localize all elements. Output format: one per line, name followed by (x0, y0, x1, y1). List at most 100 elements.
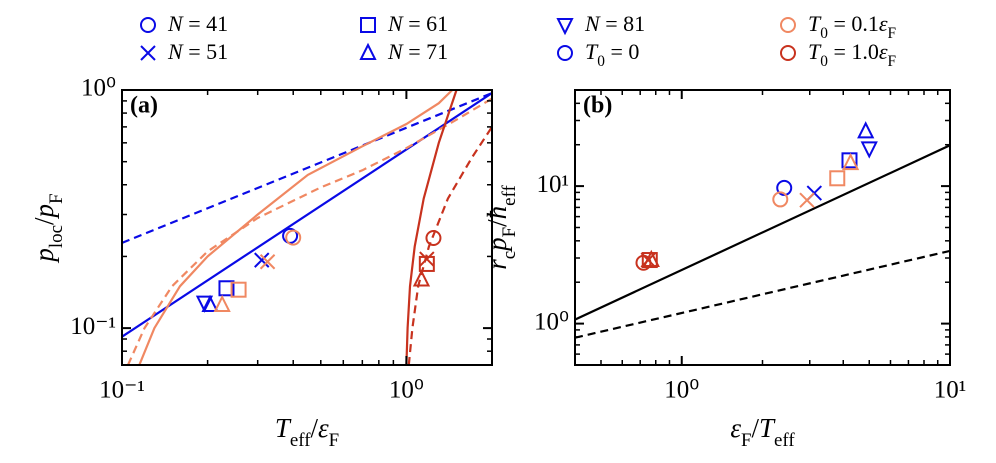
text-part: / (29, 217, 59, 225)
text-part: r (482, 259, 512, 270)
legend-label: T0 = 0 (585, 39, 639, 70)
x-tick-label: 10⁰ (664, 377, 699, 404)
marker-circle (425, 230, 442, 247)
legend-label: N = 51 (167, 39, 228, 64)
marker-circle (285, 229, 302, 246)
curve (407, 126, 492, 365)
text-part: 0 (597, 53, 605, 70)
legend-label: T0 = 1.0εF (808, 39, 896, 70)
text-part: N (387, 11, 404, 36)
text-part: = 51 (183, 39, 228, 64)
curve (138, 90, 454, 365)
x-axis-label: εF/Teff (730, 413, 795, 451)
plot-area (575, 144, 950, 339)
y-tick-label: 10⁰ (81, 75, 116, 102)
text-part: p (29, 204, 59, 220)
text-part: F (329, 430, 340, 451)
marker-triangle-up (412, 269, 431, 287)
marker-circle (772, 191, 789, 208)
curve (122, 92, 492, 338)
text-part: = 81 (600, 11, 645, 36)
y-axis-label: ploc/pF (29, 193, 67, 263)
text-part: N (387, 39, 404, 64)
curve (575, 144, 950, 321)
plot-area (122, 90, 492, 365)
marker-square (230, 281, 247, 298)
text-part: p (482, 237, 512, 253)
text-part: T (585, 39, 599, 64)
marker-triangle-down (556, 18, 574, 36)
marker-cross (259, 254, 276, 270)
marker-circle (140, 17, 156, 33)
marker-cross (254, 252, 270, 268)
marker-triangle-up (857, 121, 875, 139)
marker-cross (799, 192, 815, 208)
text-part: F (888, 53, 897, 70)
text-part: loc (46, 225, 67, 248)
text-part: T (808, 11, 822, 36)
x-tick-label: 10⁰ (389, 377, 424, 404)
text-part: eff (290, 430, 311, 451)
text-part: / (310, 413, 318, 443)
legend-label: N = 61 (387, 11, 448, 36)
curve (126, 97, 492, 365)
legend-label: N = 71 (387, 39, 448, 64)
y-tick-label: 10¹ (537, 171, 570, 198)
text-part: T (808, 39, 822, 64)
text-part: F (499, 227, 520, 238)
legend-label: T0 = 0.1εF (808, 11, 896, 42)
marker-triangle-down (860, 141, 878, 159)
x-tick-label: 10¹ (934, 377, 967, 404)
marker-square (218, 280, 235, 297)
y-tick-label: 10⁰ (534, 308, 569, 335)
x-axis-label: Teff/εF (275, 413, 339, 451)
x-tick-label: 10⁻¹ (99, 377, 145, 404)
text-part: N (584, 11, 601, 36)
y-tick-label: 10⁻¹ (70, 313, 116, 340)
text-part: 0 (820, 25, 828, 42)
text-part: F (888, 25, 897, 42)
panel-label: (a) (130, 93, 158, 119)
text-part: F (741, 430, 752, 451)
marker-triangle-up (642, 249, 660, 268)
text-part: = 71 (403, 39, 448, 64)
marker-square (841, 152, 858, 169)
text-part: eff (774, 430, 795, 451)
text-part: = 41 (183, 11, 228, 36)
marker-cross (419, 251, 435, 267)
text-part: = 1.0 (828, 39, 879, 64)
legend-label: N = 81 (584, 11, 645, 36)
marker-triangle-up (841, 152, 860, 171)
text-part: T (275, 413, 292, 443)
marker-cross (140, 45, 156, 61)
marker-square (829, 170, 846, 187)
text-part: / (751, 413, 759, 443)
marker-circle (780, 45, 796, 61)
curve (122, 92, 492, 244)
text-part: c (499, 251, 520, 259)
text-part: N (167, 11, 184, 36)
text-part: N (167, 39, 184, 64)
text-part: eff (499, 185, 520, 206)
text-part: p (29, 248, 59, 264)
marker-triangle-up (201, 294, 219, 313)
text-part: T (759, 413, 776, 443)
marker-circle (557, 45, 573, 61)
marker-circle (780, 17, 796, 33)
text-part: ε (879, 39, 888, 64)
axes-frame (574, 89, 951, 366)
text-part: ε (879, 11, 888, 36)
text-part: 0 (820, 53, 828, 70)
text-part: F (46, 193, 67, 204)
text-part: ε (318, 413, 329, 443)
marker-square (360, 17, 376, 33)
text-part: = 0.1 (828, 11, 879, 36)
legend-label: N = 41 (167, 11, 228, 36)
curve (405, 90, 458, 365)
text-part: = 0 (605, 39, 639, 64)
text-part: = 61 (403, 11, 448, 36)
text-part: ħ (482, 206, 512, 220)
axes-frame (121, 89, 493, 366)
marker-square (418, 255, 435, 272)
